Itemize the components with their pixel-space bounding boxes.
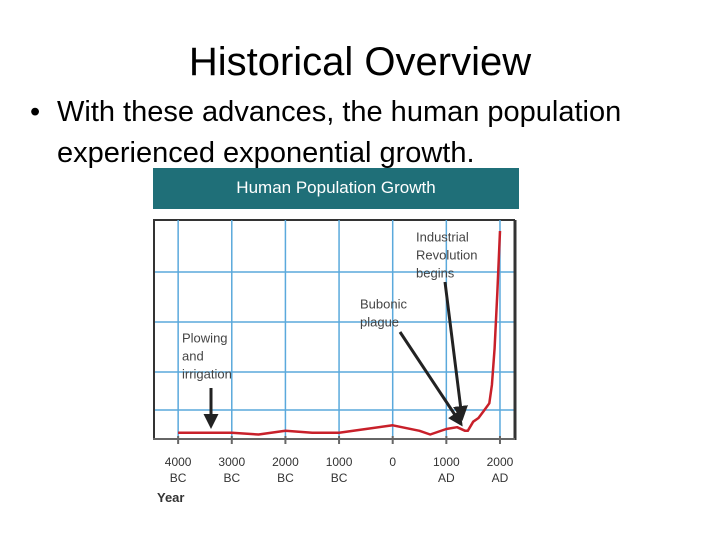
x-tick-label: 1000 BC bbox=[326, 455, 353, 485]
annotation-text: plague bbox=[360, 314, 399, 329]
horizontal-grid bbox=[155, 271, 514, 411]
annotation-arrow bbox=[443, 281, 468, 421]
annotation-text: Plowing bbox=[182, 330, 228, 345]
annotation-arrow bbox=[398, 331, 463, 427]
annotation-text: begins bbox=[416, 265, 455, 280]
annotation-text: Bubonic bbox=[360, 296, 407, 311]
annotation-text: and bbox=[182, 348, 204, 363]
chart-background bbox=[153, 168, 519, 510]
x-tick-label: 4000 BC bbox=[165, 455, 192, 485]
x-tick-label: 2000 BC bbox=[272, 455, 299, 485]
annotation-text: Revolution bbox=[416, 247, 477, 262]
chart-header bbox=[153, 168, 519, 209]
x-tick-label: 1000 AD bbox=[433, 455, 460, 485]
bullet-text: With these advances, the human populatio… bbox=[57, 96, 622, 169]
data-line bbox=[178, 230, 502, 436]
annotation-text: Industrial bbox=[416, 229, 469, 244]
chart-title: Human Population Growth bbox=[236, 178, 435, 197]
annotation-text: irrigation bbox=[182, 366, 232, 381]
x-tick-label: 3000 BC bbox=[218, 455, 245, 485]
bullet-dot: • bbox=[30, 96, 41, 128]
slide-title: Historical Overview bbox=[188, 40, 532, 84]
x-tick-label: 2000 AD bbox=[487, 455, 514, 485]
x-axis-label: Year bbox=[157, 490, 184, 505]
x-tick-label: 0 bbox=[389, 455, 396, 469]
